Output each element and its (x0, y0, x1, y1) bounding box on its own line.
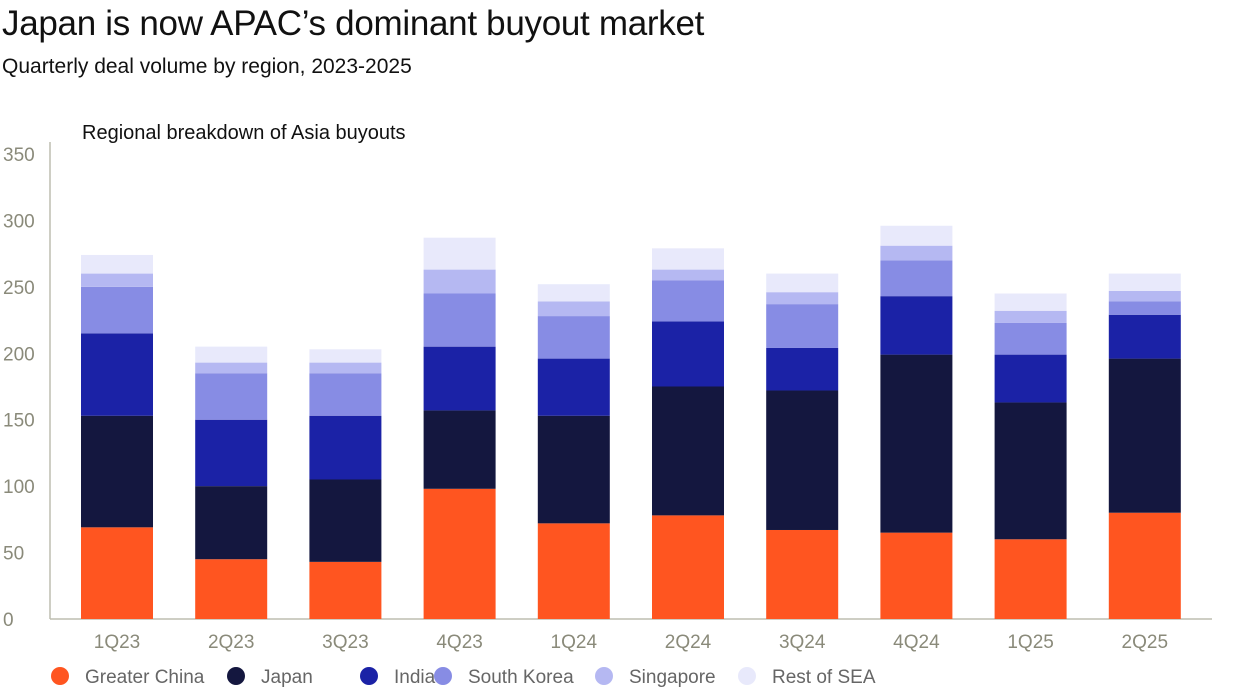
bar-segment-rest-of-sea (1108, 273, 1181, 291)
y-tick-label: 150 (3, 411, 35, 432)
bar-segment-greater-china (994, 539, 1067, 619)
y-tick-label: 250 (3, 278, 35, 299)
bar-segment-south-korea (423, 293, 496, 347)
bar-segment-rest-of-sea (994, 293, 1067, 311)
y-tick-label: 200 (3, 344, 35, 365)
bar-segment-singapore (994, 310, 1067, 323)
legend-swatch (738, 667, 756, 685)
bar-segment-singapore (309, 362, 382, 374)
bar-segment-singapore (652, 269, 724, 281)
bar-segment-rest-of-sea (423, 237, 496, 270)
bar-segment-south-korea (766, 304, 839, 348)
x-tick-label: 1Q25 (1007, 632, 1053, 653)
bar-segment-greater-china (880, 532, 953, 619)
bar-segment-india (880, 296, 953, 355)
legend-label: Singapore (629, 667, 716, 688)
bar-segment-singapore (766, 292, 839, 305)
inner-chart-title: Regional breakdown of Asia buyouts (82, 122, 406, 144)
y-tick-label: 0 (3, 610, 14, 631)
bar-segment-india (195, 419, 268, 487)
bar-segment-singapore (81, 273, 153, 287)
bar-segment-india (766, 347, 839, 391)
bar-segment-singapore (1108, 290, 1181, 302)
x-tick-label: 2Q23 (208, 632, 254, 653)
legend-swatch (360, 667, 378, 685)
bar-segment-singapore (537, 301, 610, 317)
legend-label: Greater China (85, 667, 205, 688)
x-tick-label: 1Q23 (94, 632, 140, 653)
bar-segment-greater-china (309, 561, 382, 619)
x-tick-label: 1Q24 (551, 632, 598, 653)
bar-segment-rest-of-sea (766, 273, 839, 293)
bar-segment-india (994, 354, 1067, 403)
bar-segment-rest-of-sea (537, 284, 610, 302)
bar-segment-japan (880, 354, 953, 533)
bar-segment-japan (1108, 358, 1181, 513)
y-tick-label: 300 (3, 211, 35, 232)
bar-segment-greater-china (652, 515, 724, 619)
legend-label: South Korea (468, 667, 574, 688)
chart-subtitle: Quarterly deal volume by region, 2023-20… (2, 55, 412, 78)
bar-segment-india (423, 346, 496, 411)
bar-segment-south-korea (880, 260, 953, 297)
legend-label: Japan (261, 667, 313, 688)
x-tick-label: 4Q23 (436, 632, 482, 653)
bar-segment-south-korea (1108, 301, 1181, 315)
bar-segment-rest-of-sea (309, 349, 382, 363)
y-tick-label: 350 (3, 145, 35, 166)
bar-segment-south-korea (537, 316, 610, 359)
bar-segment-south-korea (994, 322, 1067, 355)
bar-segment-greater-china (81, 527, 153, 619)
bar-segment-japan (652, 386, 724, 516)
bar-segment-singapore (423, 269, 496, 294)
x-tick-label: 2Q24 (665, 632, 712, 653)
y-tick-label: 100 (3, 477, 35, 498)
bar-segment-greater-china (195, 559, 268, 619)
bar-segment-rest-of-sea (652, 248, 724, 270)
bar-segment-greater-china (766, 529, 839, 619)
y-tick-label: 50 (3, 544, 24, 565)
legend-swatch (434, 667, 452, 685)
bar-segment-rest-of-sea (195, 346, 268, 363)
bar-segment-japan (766, 390, 839, 530)
bar-segment-south-korea (652, 280, 724, 322)
bar-segment-india (652, 321, 724, 387)
legend-swatch (595, 667, 613, 685)
x-tick-label: 2Q25 (1122, 632, 1168, 653)
bar-segment-south-korea (195, 373, 268, 420)
bar-segment-rest-of-sea (880, 225, 953, 246)
bar-segment-india (309, 415, 382, 480)
x-tick-label: 3Q24 (779, 632, 826, 653)
x-tick-label: 4Q24 (893, 632, 940, 653)
bar-segment-india (81, 333, 153, 416)
bar-segment-singapore (195, 362, 268, 374)
bar-segment-japan (309, 479, 382, 562)
bar-segment-south-korea (309, 373, 382, 416)
bar-segment-japan (195, 486, 268, 560)
bar-segment-japan (423, 410, 496, 489)
bar-segment-japan (537, 415, 610, 524)
bar-segment-japan (81, 415, 153, 528)
bar-segment-singapore (880, 245, 953, 261)
bar-segment-south-korea (81, 286, 153, 334)
bar-segment-greater-china (1108, 512, 1181, 619)
legend-label: Rest of SEA (772, 667, 876, 688)
chart-title: Japan is now APAC’s dominant buyout mark… (2, 4, 705, 43)
bar-segment-japan (994, 402, 1067, 540)
bar-segment-india (1108, 314, 1181, 359)
bar-segment-india (537, 358, 610, 416)
legend-swatch (227, 667, 245, 685)
x-tick-label: 3Q23 (322, 632, 368, 653)
bar-segment-greater-china (537, 523, 610, 619)
legend-label: India (394, 667, 436, 688)
legend-swatch (51, 667, 69, 685)
bar-segment-greater-china (423, 488, 496, 619)
bar-segment-rest-of-sea (81, 254, 153, 274)
